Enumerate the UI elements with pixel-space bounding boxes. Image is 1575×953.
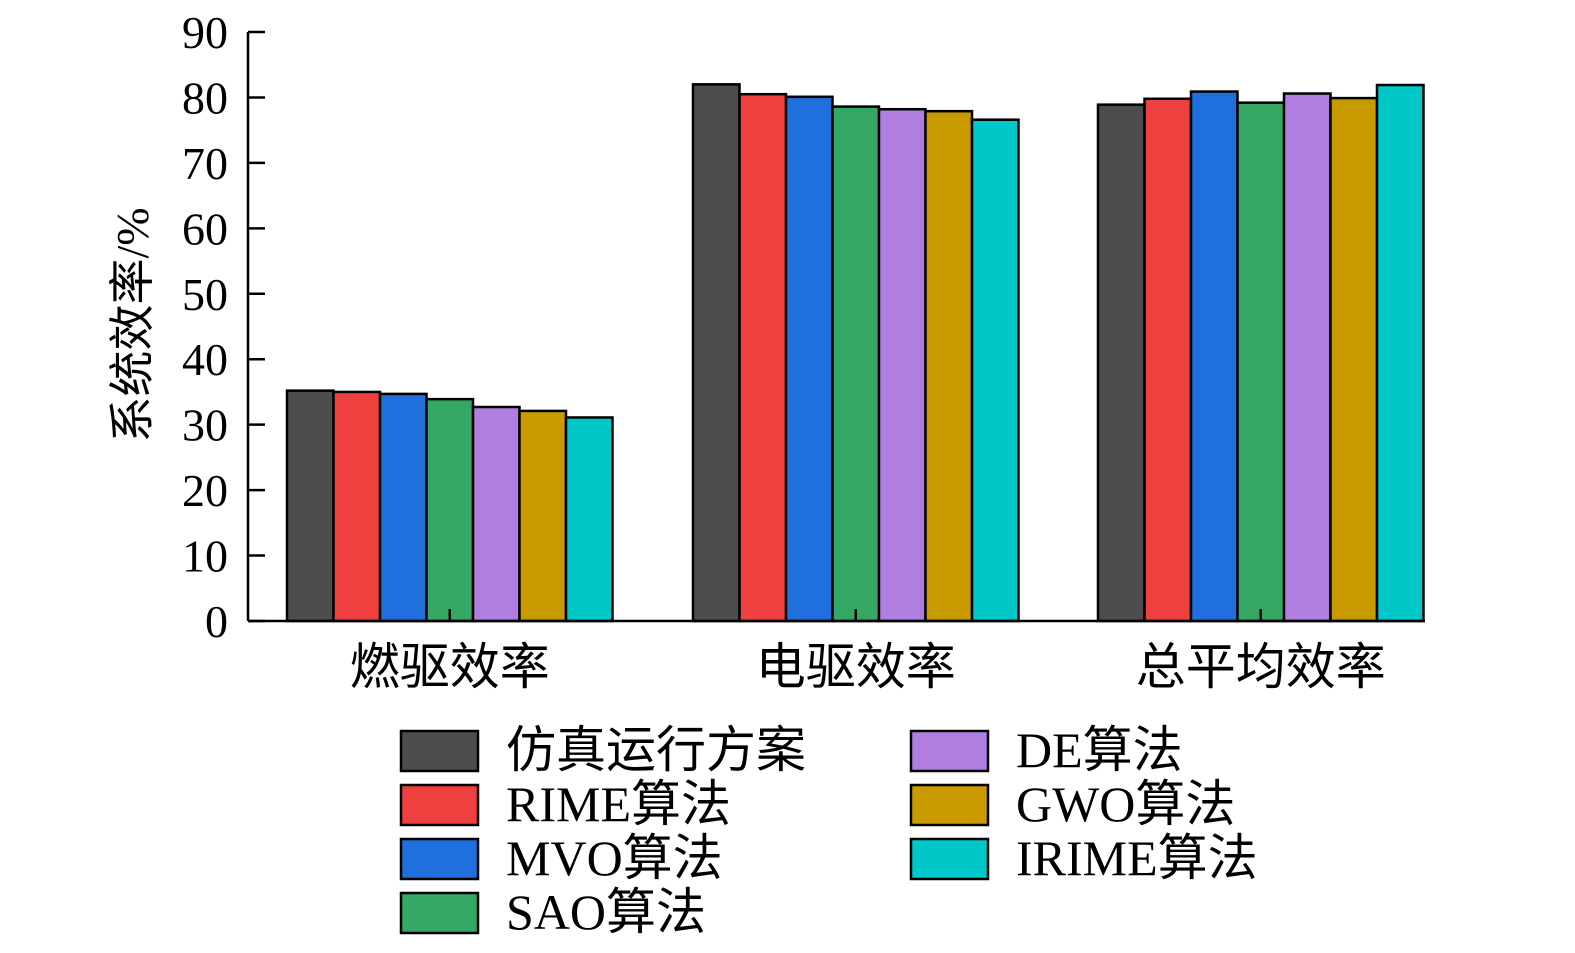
x-category-label-0: 燃驱效率: [350, 639, 550, 695]
legend-swatch-4: [909, 729, 990, 773]
bar-series-5-cat-1: [924, 109, 974, 623]
y-axis-title: 系统效率/%: [107, 207, 158, 442]
bar-series-4-cat-1: [877, 107, 927, 623]
y-tick-label-3: 30: [182, 400, 228, 451]
axes-layer: 0 10 20 30 40 50 60 70 80 90 燃驱效率 电驱效率 总平均效率: [182, 7, 1425, 695]
bar-series-0-cat-2: [1096, 103, 1146, 623]
legend-label-2: MVO算法: [506, 830, 723, 886]
y-tick-label-5: 50: [182, 269, 228, 320]
legend-swatch-0: [399, 729, 480, 773]
y-tick-label-1: 10: [182, 531, 228, 582]
bar-series-2-cat-2: [1189, 90, 1239, 623]
bar-series-4-cat-0: [471, 405, 521, 623]
bar-series-6-cat-0: [564, 416, 614, 623]
bar-series-1-cat-2: [1143, 97, 1193, 623]
bar-series-2-cat-0: [378, 392, 428, 623]
bar-series-3-cat-1: [831, 105, 881, 623]
bar-series-2-cat-1: [784, 95, 834, 623]
y-tick-label-2: 20: [182, 465, 228, 516]
bar-series-3-cat-0: [425, 397, 475, 623]
bar-series-0-cat-0: [285, 389, 335, 623]
y-tick-label-9: 90: [182, 7, 228, 58]
y-tick-label-7: 70: [182, 138, 228, 189]
bars-layer: [285, 83, 1425, 623]
legend-swatch-6: [909, 837, 990, 881]
x-category-label-1: 电驱效率: [756, 639, 956, 695]
legend-label-3: SAO算法: [506, 884, 706, 940]
bar-series-1-cat-0: [332, 390, 382, 623]
x-category-label-2: 总平均效率: [1136, 639, 1386, 695]
bar-series-5-cat-0: [518, 409, 568, 623]
legend-label-6: IRIME算法: [1016, 830, 1258, 886]
legend-swatch-3: [399, 891, 480, 935]
legend-swatch-5: [909, 783, 990, 827]
legend-swatch-2: [399, 837, 480, 881]
legend-label-4: DE算法: [1016, 722, 1183, 778]
legend-label-0: 仿真运行方案: [506, 722, 806, 778]
bar-series-3-cat-2: [1236, 101, 1286, 623]
bar-series-6-cat-1: [970, 118, 1020, 623]
bar-series-0-cat-1: [691, 83, 741, 623]
bar-series-1-cat-1: [738, 92, 788, 623]
y-tick-label-0: 0: [205, 596, 228, 647]
bar-series-5-cat-2: [1329, 96, 1379, 623]
y-tick-label-6: 60: [182, 203, 228, 254]
legend-swatch-1: [399, 783, 480, 827]
legend-label-5: GWO算法: [1016, 776, 1235, 832]
bar-series-4-cat-2: [1282, 92, 1332, 623]
legend-label-1: RIME算法: [506, 776, 731, 832]
y-tick-label-8: 80: [182, 72, 228, 123]
y-tick-label-4: 40: [182, 334, 228, 385]
bar-series-6-cat-2: [1375, 83, 1425, 623]
